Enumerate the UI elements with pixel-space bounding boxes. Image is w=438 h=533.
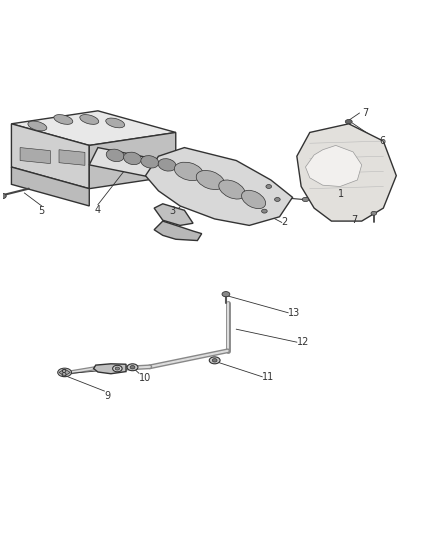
Text: 7: 7: [362, 108, 368, 118]
Text: 2: 2: [282, 217, 288, 228]
Ellipse shape: [302, 197, 309, 201]
Polygon shape: [154, 221, 202, 240]
Polygon shape: [59, 150, 85, 165]
Text: 10: 10: [139, 373, 151, 383]
Ellipse shape: [275, 198, 280, 201]
Ellipse shape: [58, 368, 71, 377]
Ellipse shape: [54, 115, 73, 124]
Ellipse shape: [158, 159, 176, 171]
Polygon shape: [11, 167, 89, 206]
Polygon shape: [11, 124, 89, 189]
Ellipse shape: [209, 357, 220, 364]
Ellipse shape: [222, 292, 230, 297]
Ellipse shape: [0, 193, 6, 199]
Polygon shape: [94, 364, 126, 374]
Ellipse shape: [196, 171, 225, 190]
Ellipse shape: [106, 149, 124, 161]
Polygon shape: [59, 369, 70, 376]
Text: 5: 5: [39, 206, 45, 216]
Ellipse shape: [115, 367, 120, 370]
Ellipse shape: [371, 212, 377, 215]
Text: 9: 9: [104, 391, 110, 401]
Polygon shape: [305, 146, 362, 187]
Ellipse shape: [113, 365, 122, 372]
Text: 8: 8: [60, 369, 67, 379]
Text: 12: 12: [297, 337, 309, 347]
Ellipse shape: [127, 364, 138, 371]
Ellipse shape: [345, 119, 352, 124]
Polygon shape: [154, 204, 193, 225]
Text: 3: 3: [170, 206, 176, 216]
Text: 4: 4: [95, 205, 101, 215]
Ellipse shape: [242, 190, 265, 208]
Text: 11: 11: [262, 372, 275, 382]
Ellipse shape: [124, 152, 141, 165]
Polygon shape: [20, 148, 50, 164]
Ellipse shape: [261, 209, 267, 213]
Text: 1: 1: [338, 189, 344, 199]
Polygon shape: [89, 132, 176, 189]
Text: 7: 7: [351, 215, 357, 225]
Text: 13: 13: [288, 308, 300, 318]
Ellipse shape: [28, 121, 47, 131]
Polygon shape: [11, 111, 176, 146]
Ellipse shape: [212, 359, 217, 362]
Ellipse shape: [80, 115, 99, 124]
Ellipse shape: [141, 156, 159, 168]
Ellipse shape: [130, 366, 135, 369]
Polygon shape: [145, 148, 293, 225]
Ellipse shape: [106, 118, 125, 128]
Ellipse shape: [174, 162, 203, 181]
Polygon shape: [89, 148, 184, 182]
Polygon shape: [297, 124, 396, 221]
Ellipse shape: [266, 184, 272, 189]
Text: 6: 6: [379, 136, 385, 146]
Ellipse shape: [219, 180, 245, 199]
